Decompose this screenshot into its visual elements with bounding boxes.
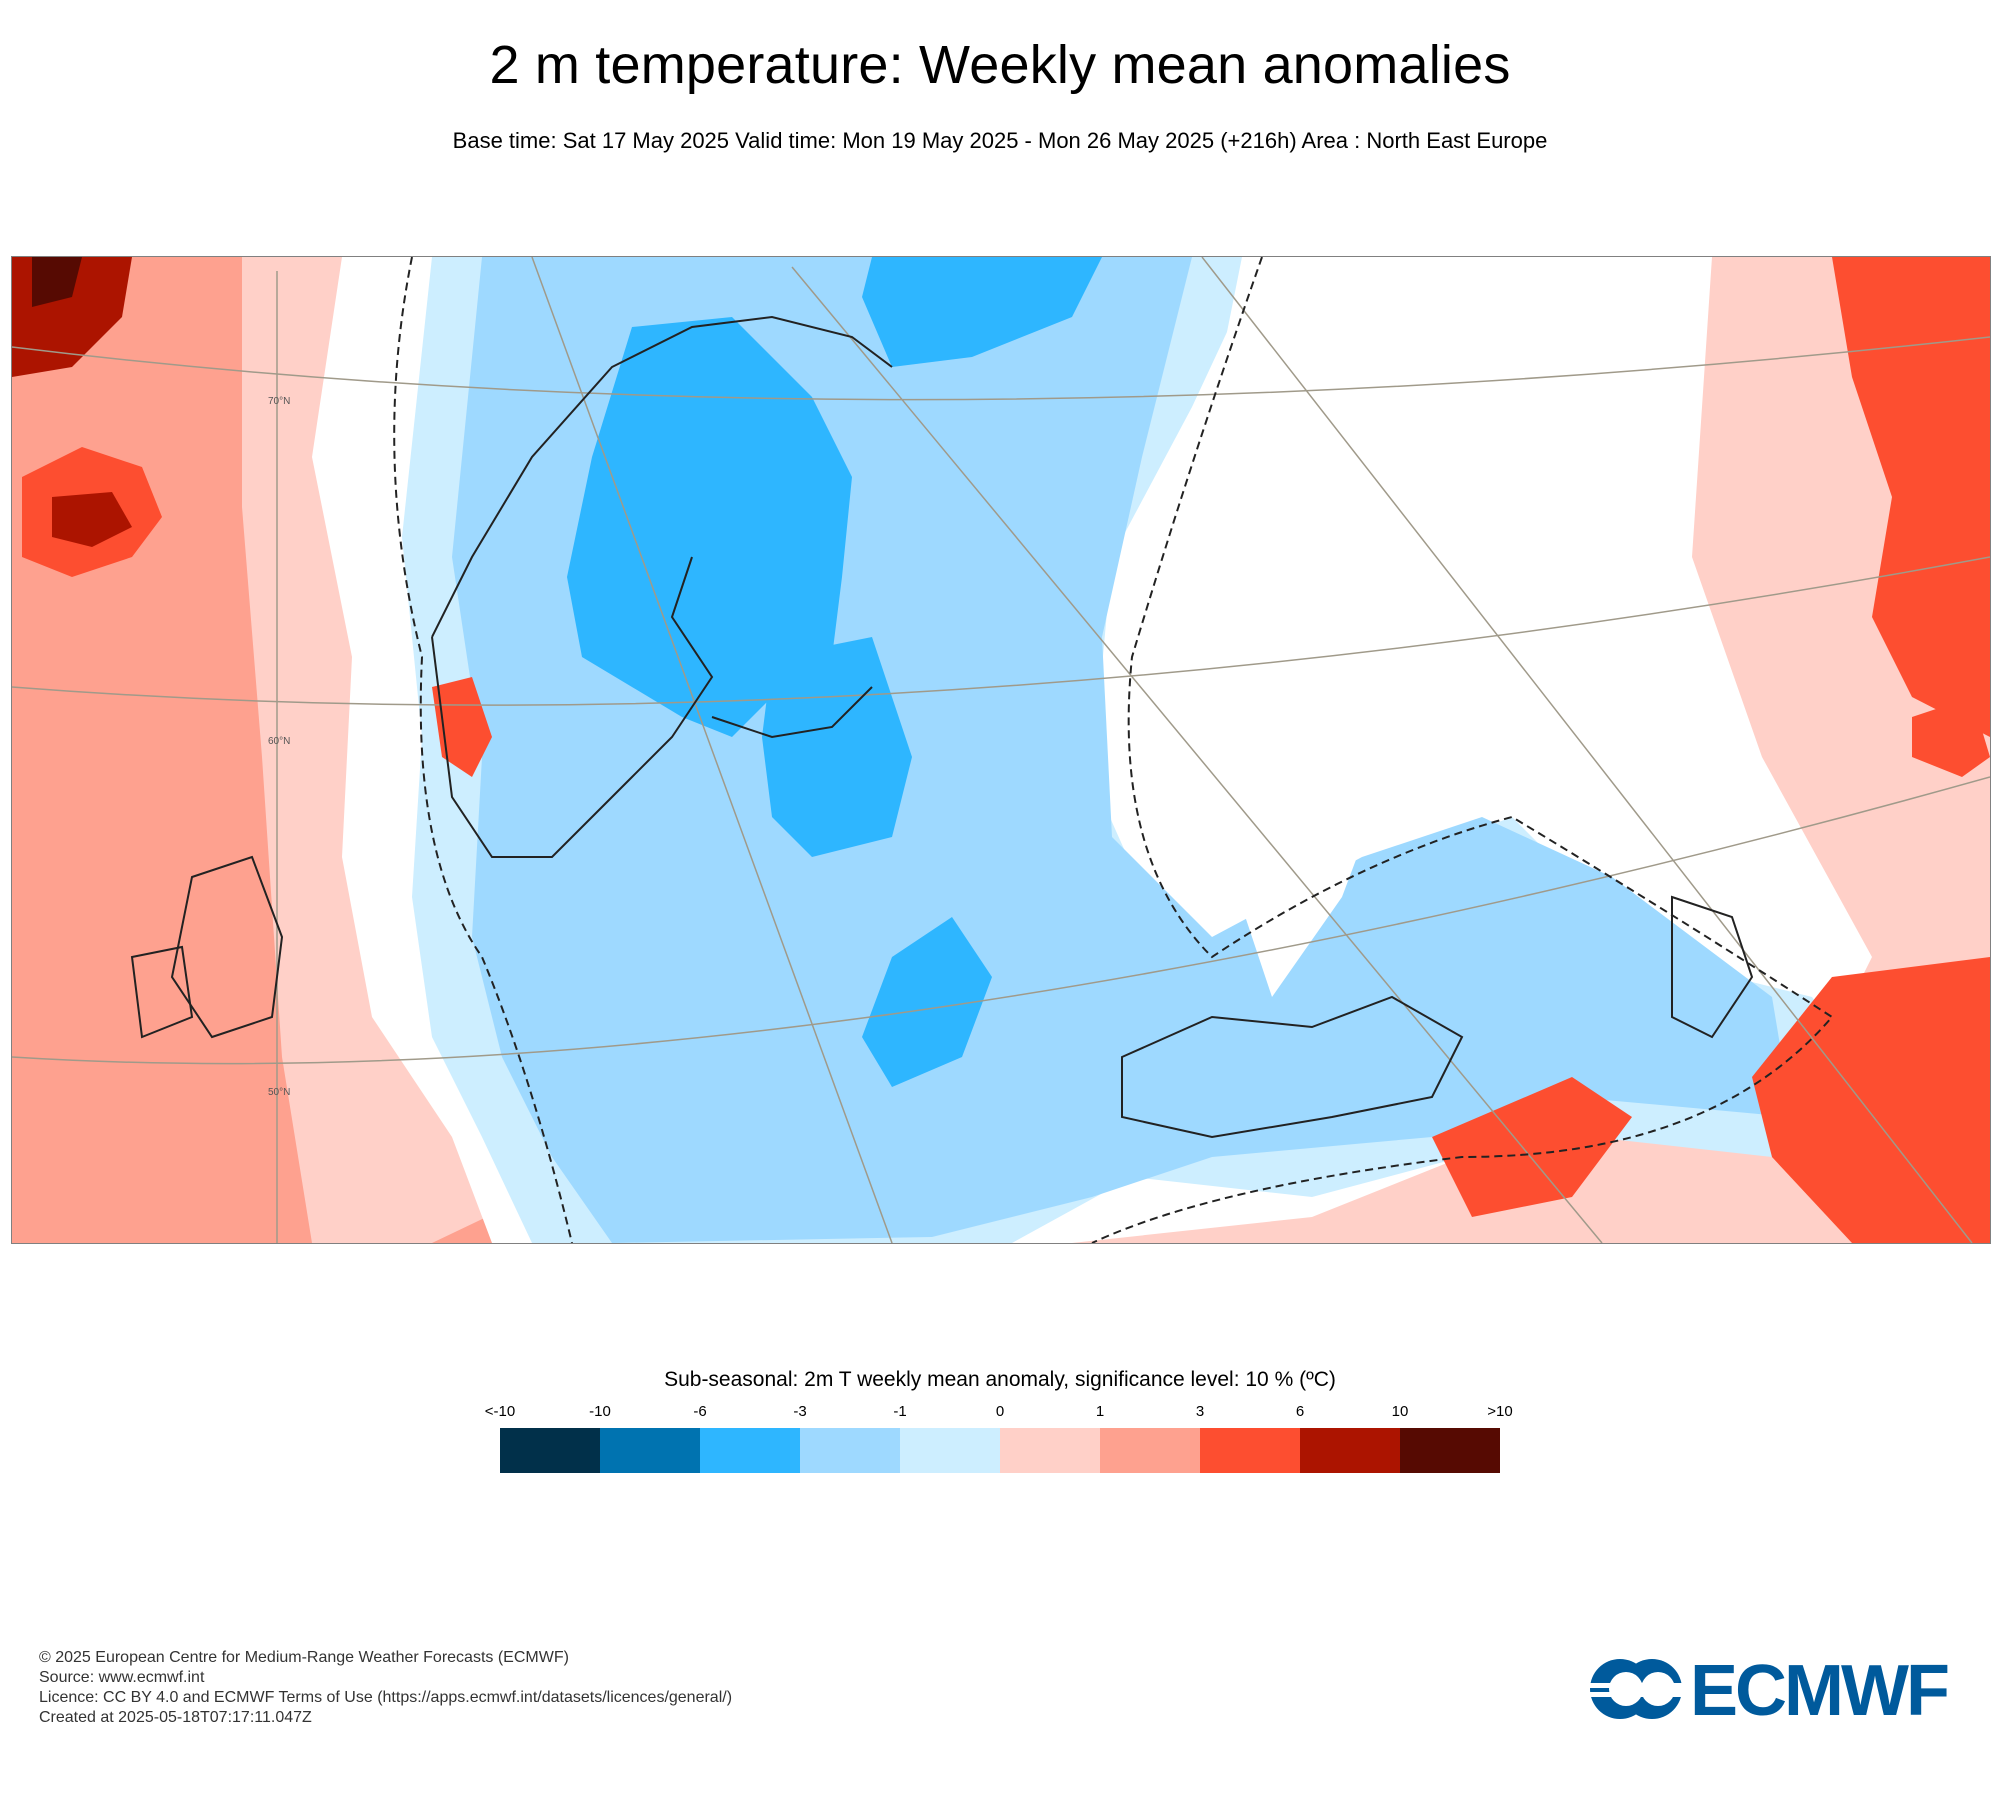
legend-label: -1 — [893, 1403, 907, 1420]
legend-colorbar — [500, 1428, 1500, 1473]
coastline-caspian — [1671, 895, 1754, 1039]
legend-swatch-2 — [700, 1428, 800, 1473]
legend-label: 0 — [995, 1403, 1005, 1420]
legend-swatch-0 — [500, 1428, 600, 1473]
region-anomaly-minus6-minus3-baltic — [762, 637, 912, 857]
legend-swatch-1 — [600, 1428, 700, 1473]
legend-swatch-8 — [1300, 1428, 1400, 1473]
graticule-label-50n: 50°N — [268, 1087, 290, 1098]
ecmwf-logo-text: ECMWF — [1690, 1651, 1950, 1731]
legend-label: -10 — [589, 1403, 611, 1420]
graticule-60n — [12, 556, 1990, 706]
footer-licence: Licence: CC BY 4.0 and ECMWF Terms of Us… — [39, 1689, 733, 1706]
significance-contour-west — [393, 257, 573, 1243]
footer-copyright: © 2025 European Centre for Medium-Range … — [39, 1649, 569, 1666]
coastline-black-sea — [1121, 995, 1464, 1139]
ecmwf-logo: ECMWF — [1590, 1651, 1962, 1731]
graticule-label-70n: 70°N — [268, 396, 290, 407]
legend-label: -3 — [793, 1403, 807, 1420]
coastline-great-britain — [170, 855, 284, 1039]
region-anomaly-3-6-east — [1912, 697, 1990, 777]
legend-swatch-5 — [1000, 1428, 1100, 1473]
legend-label: >10 — [1487, 1403, 1513, 1420]
coastline-scandinavia — [431, 315, 893, 638]
graticule-50n — [12, 776, 1990, 1065]
significance-contour-east — [1091, 257, 1834, 1243]
footer-created: Created at 2025-05-18T07:17:11.047Z — [39, 1709, 312, 1726]
legend-swatch-9 — [1400, 1428, 1500, 1473]
graticule-meridian-2 — [531, 257, 893, 1243]
anomaly-map: 70°N 60°N 50°N — [11, 256, 1991, 1244]
ecmwf-logo-mark — [1590, 1659, 1686, 1719]
graticule-meridian-4 — [1201, 257, 1973, 1243]
region-anomaly-minus6-minus3-barents — [862, 257, 1102, 367]
anomaly-map-svg: 70°N 60°N 50°N — [12, 257, 1990, 1243]
coastline-ireland — [130, 945, 194, 1039]
legend-label: 10 — [1391, 1403, 1409, 1420]
legend-swatch-3 — [800, 1428, 900, 1473]
coastline-gulf-of-finland — [711, 686, 873, 739]
footer: © 2025 European Centre for Medium-Range … — [39, 1648, 732, 1728]
map-subtitle: Base time: Sat 17 May 2025 Valid time: M… — [452, 128, 1548, 153]
legend-labels: <-10 -10 -6 -3 -1 0 1 3 6 10 >10 — [484, 1403, 1513, 1423]
legend-label: <-10 — [484, 1403, 516, 1420]
region-neutral-russia — [1122, 257, 1572, 997]
region-anomaly-minus6-minus3-scandinavia — [567, 317, 852, 737]
graticule-70n — [12, 336, 1990, 401]
region-anomaly-3-6-caspian — [1432, 1077, 1632, 1217]
coastline-sweden — [431, 556, 714, 858]
region-anomaly-3-6-kazakhstan — [1752, 957, 1990, 1243]
legend-swatch-4 — [900, 1428, 1000, 1473]
legend-swatch-6 — [1100, 1428, 1200, 1473]
region-anomaly-gt10-greenland — [32, 257, 82, 307]
region-anomaly-6-10-iceland — [52, 492, 132, 547]
graticule-label-60n: 60°N — [268, 736, 290, 747]
map-title: 2 m temperature: Weekly mean anomalies — [489, 35, 1511, 95]
legend-label: -6 — [693, 1403, 707, 1420]
legend-swatch-7 — [1200, 1428, 1300, 1473]
graticule-meridian-3 — [791, 266, 1603, 1243]
region-anomaly-3-6-ural — [1832, 257, 1990, 737]
footer-source: Source: www.ecmwf.int — [39, 1669, 205, 1686]
legend-label: 3 — [1195, 1403, 1205, 1420]
legend-title: Sub-seasonal: 2m T weekly mean anomaly, … — [664, 1368, 1336, 1391]
legend-label: 6 — [1295, 1403, 1305, 1420]
region-anomaly-minus6-minus3-ukraine — [862, 917, 992, 1087]
legend-label: 1 — [1095, 1403, 1105, 1420]
